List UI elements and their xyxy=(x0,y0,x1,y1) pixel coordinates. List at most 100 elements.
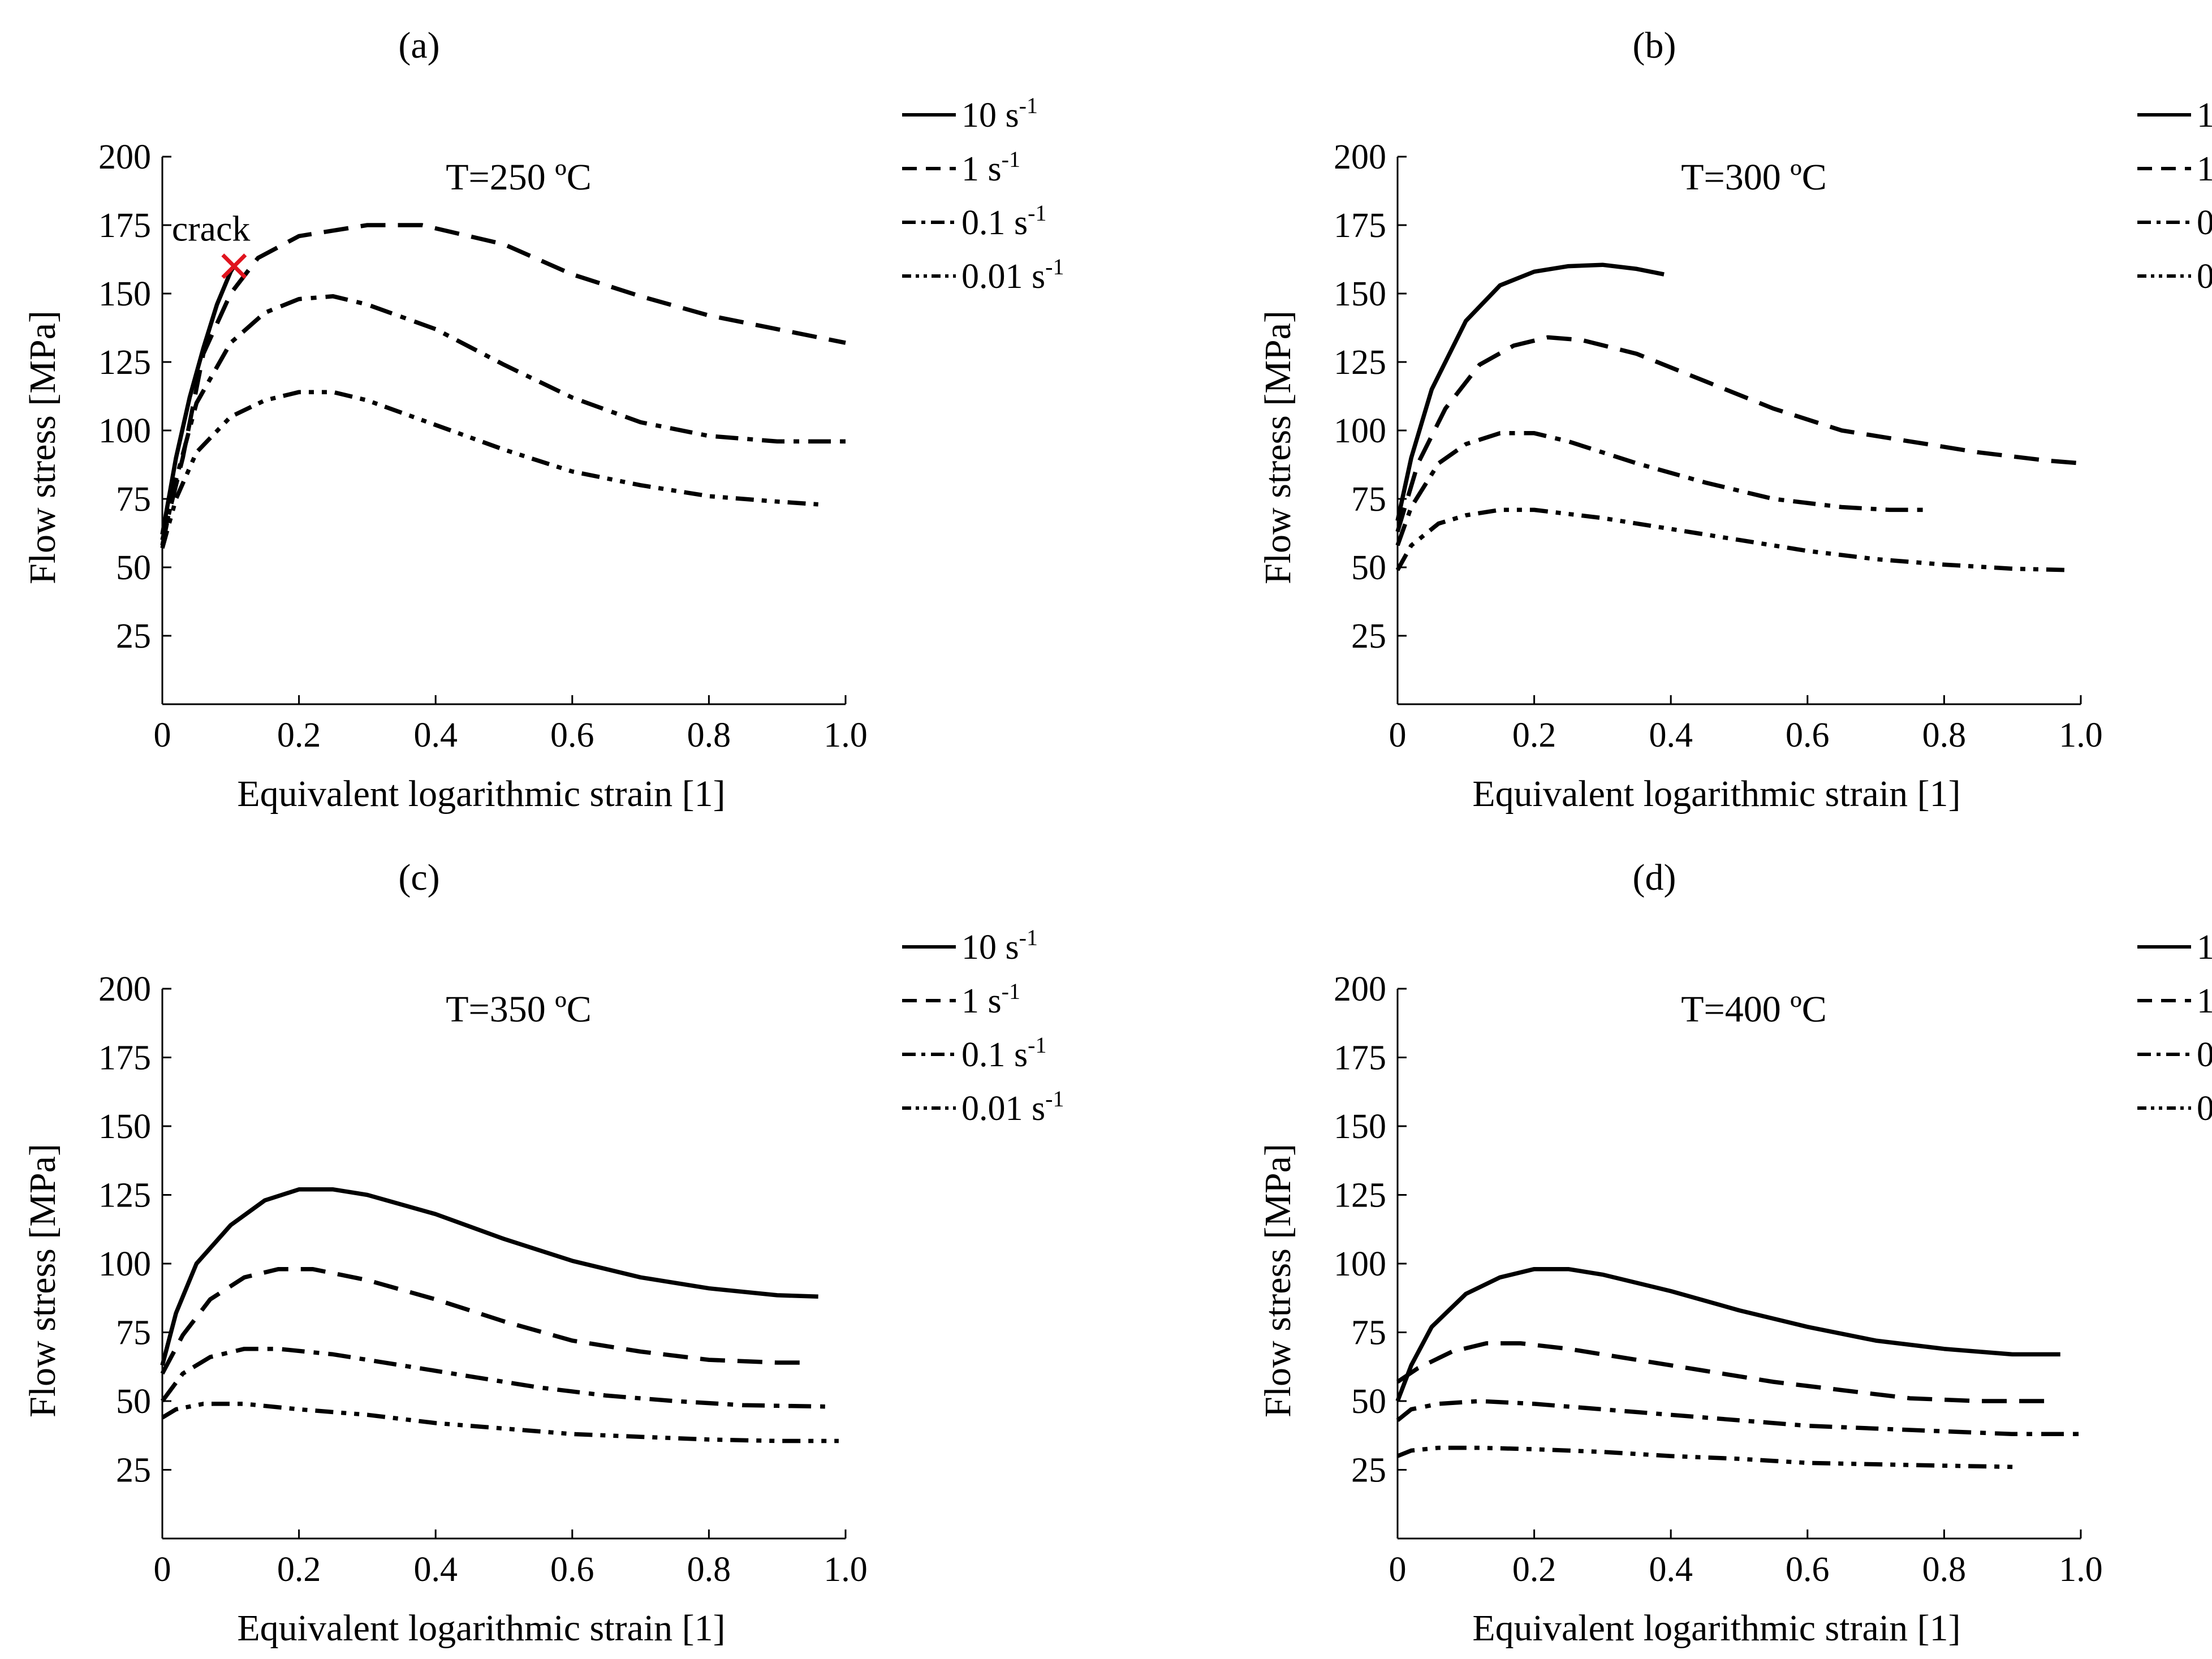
y-tick-label: 200 xyxy=(1334,138,1386,176)
y-tick-label: 125 xyxy=(98,1177,151,1215)
chart-panel-2: (b) 0 0.2 0.4 0.6 0.8 1.0 25 50 75 100 125 150 175 200… xyxy=(1257,25,2212,815)
legend-label-1: 10 s-1 xyxy=(961,925,1038,967)
series-line-0_01 xyxy=(1395,507,2067,572)
y-tick-label: 200 xyxy=(98,970,151,1009)
chart-panel-4: (d) 0 0.2 0.4 0.6 0.8 1.0 25 50 75 100 125 150 175 200… xyxy=(1257,857,2212,1649)
x-axis-label: Equivalent logarithmic strain [1] xyxy=(237,1608,725,1649)
legend-label-4: 0.01 s-1 xyxy=(961,1086,1064,1128)
temperature-label: T=250 ºC xyxy=(446,157,592,198)
x-axis-label: Equivalent logarithmic strain [1] xyxy=(1472,1608,1960,1649)
y-tick-label: 75 xyxy=(1351,480,1386,519)
legend-label-4: 0.01 s-1 xyxy=(2197,1086,2212,1128)
y-tick-label: 175 xyxy=(98,206,151,245)
y-tick-label: 25 xyxy=(116,1451,151,1490)
x-tick-label: 0.8 xyxy=(687,1550,731,1589)
legend-label-3: 0.1 s-1 xyxy=(2197,1032,2212,1074)
series-line-0_1 xyxy=(160,294,846,546)
x-tick-label: 0.4 xyxy=(413,716,458,755)
x-tick-label: 0.4 xyxy=(413,1550,458,1589)
y-tick-label: 125 xyxy=(1334,1177,1386,1215)
legend-label-1: 10 s-1 xyxy=(2197,925,2212,967)
y-tick-label: 50 xyxy=(1351,549,1386,587)
series-line-10 xyxy=(1395,262,1665,522)
y-tick-label: 150 xyxy=(98,1108,151,1146)
legend-label-4: 0.01 s-1 xyxy=(961,254,1064,296)
y-axis-label: Flow stress [MPa] xyxy=(22,1144,63,1417)
legend-label-2: 1 s-1 xyxy=(961,979,1020,1020)
legend-label-3: 0.1 s-1 xyxy=(2197,200,2212,242)
series-line-10 xyxy=(160,1187,818,1366)
legend-label-3: 0.1 s-1 xyxy=(961,1032,1046,1074)
y-tick-label: 25 xyxy=(1351,617,1386,656)
y-tick-label: 150 xyxy=(1334,275,1386,313)
legend-label-4: 0.01 s-1 xyxy=(2197,254,2212,296)
y-tick-label: 100 xyxy=(98,412,151,450)
x-axis-label: Equivalent logarithmic strain [1] xyxy=(237,773,725,815)
x-tick-label: 0.6 xyxy=(1786,1550,1830,1589)
y-tick-label: 175 xyxy=(98,1039,151,1078)
x-tick-label: 0.2 xyxy=(277,1550,321,1589)
x-tick-label: 1.0 xyxy=(2059,1550,2103,1589)
y-tick-label: 100 xyxy=(1334,412,1386,450)
legend-label-3: 0.1 s-1 xyxy=(961,200,1046,242)
x-tick-label: 0.4 xyxy=(1649,716,1693,755)
legend-label-1: 10 s-1 xyxy=(2197,93,2212,135)
crack-annotation: crack xyxy=(172,209,251,249)
y-tick-label: 75 xyxy=(116,480,151,519)
x-tick-label: 1.0 xyxy=(823,716,868,755)
x-tick-label: 0.2 xyxy=(1512,716,1556,755)
y-tick-label: 100 xyxy=(98,1245,151,1283)
legend-label-1: 10 s-1 xyxy=(961,93,1038,135)
legend-label-2: 1 s-1 xyxy=(2197,979,2212,1020)
series-line-0_01 xyxy=(160,390,818,549)
temperature-label: T=350 ºC xyxy=(446,989,592,1030)
y-tick-label: 50 xyxy=(116,1382,151,1421)
chart-panel-1: (a) 0 0.2 0.4 0.6 0.8 1.0 25 50 75 100 125 150 175 200… xyxy=(22,25,1064,815)
x-tick-label: 0.8 xyxy=(687,716,731,755)
series-line-10 xyxy=(1395,1266,2060,1402)
series-line-1 xyxy=(160,223,846,541)
crack-marker-icon xyxy=(221,253,247,279)
y-tick-label: 150 xyxy=(98,275,151,313)
series-line-0_1 xyxy=(160,1346,825,1409)
x-axis-label: Equivalent logarithmic strain [1] xyxy=(1472,773,1960,815)
legend-label-2: 1 s-1 xyxy=(2197,146,2212,188)
series-line-0_1 xyxy=(1395,431,1924,546)
x-tick-label: 0 xyxy=(1389,716,1407,755)
series-line-0_01 xyxy=(1396,1445,2020,1470)
series-line-1 xyxy=(1396,1341,2047,1403)
chart-panel-3: (c) 0 0.2 0.4 0.6 0.8 1.0 25 50 75 100 125 150 175 200… xyxy=(22,857,1064,1649)
x-tick-label: 1.0 xyxy=(823,1550,868,1589)
y-tick-label: 175 xyxy=(1334,1039,1386,1078)
x-tick-label: 0.8 xyxy=(1922,716,1967,755)
y-tick-label: 25 xyxy=(1351,1451,1386,1490)
y-tick-label: 75 xyxy=(1351,1314,1386,1352)
panel-label: (c) xyxy=(398,857,439,898)
x-tick-label: 0.4 xyxy=(1649,1550,1693,1589)
y-tick-label: 100 xyxy=(1334,1245,1386,1283)
y-axis-label: Flow stress [MPa] xyxy=(1257,311,1299,584)
x-tick-label: 0.6 xyxy=(1786,716,1830,755)
y-tick-label: 25 xyxy=(116,617,151,656)
y-tick-label: 50 xyxy=(116,549,151,587)
y-tick-label: 75 xyxy=(116,1314,151,1352)
temperature-label: T=300 ºC xyxy=(1681,157,1827,198)
panel-label: (a) xyxy=(398,25,439,66)
x-tick-label: 0 xyxy=(154,1550,171,1589)
series-line-1 xyxy=(1395,335,2081,533)
x-tick-label: 0 xyxy=(1389,1550,1407,1589)
y-tick-label: 125 xyxy=(98,343,151,382)
y-tick-label: 175 xyxy=(1334,206,1386,245)
y-tick-label: 200 xyxy=(1334,970,1386,1009)
x-tick-label: 0.2 xyxy=(277,716,321,755)
x-tick-label: 0.8 xyxy=(1922,1550,1967,1589)
y-tick-label: 200 xyxy=(98,138,151,176)
panel-label: (d) xyxy=(1633,857,1676,898)
x-tick-label: 0.6 xyxy=(550,1550,594,1589)
series-line-1 xyxy=(160,1266,812,1375)
y-axis-label: Flow stress [MPa] xyxy=(1257,1144,1299,1417)
y-axis-label: Flow stress [MPa] xyxy=(22,311,63,584)
series-line-0_01 xyxy=(161,1402,839,1443)
temperature-label: T=400 ºC xyxy=(1681,989,1827,1030)
